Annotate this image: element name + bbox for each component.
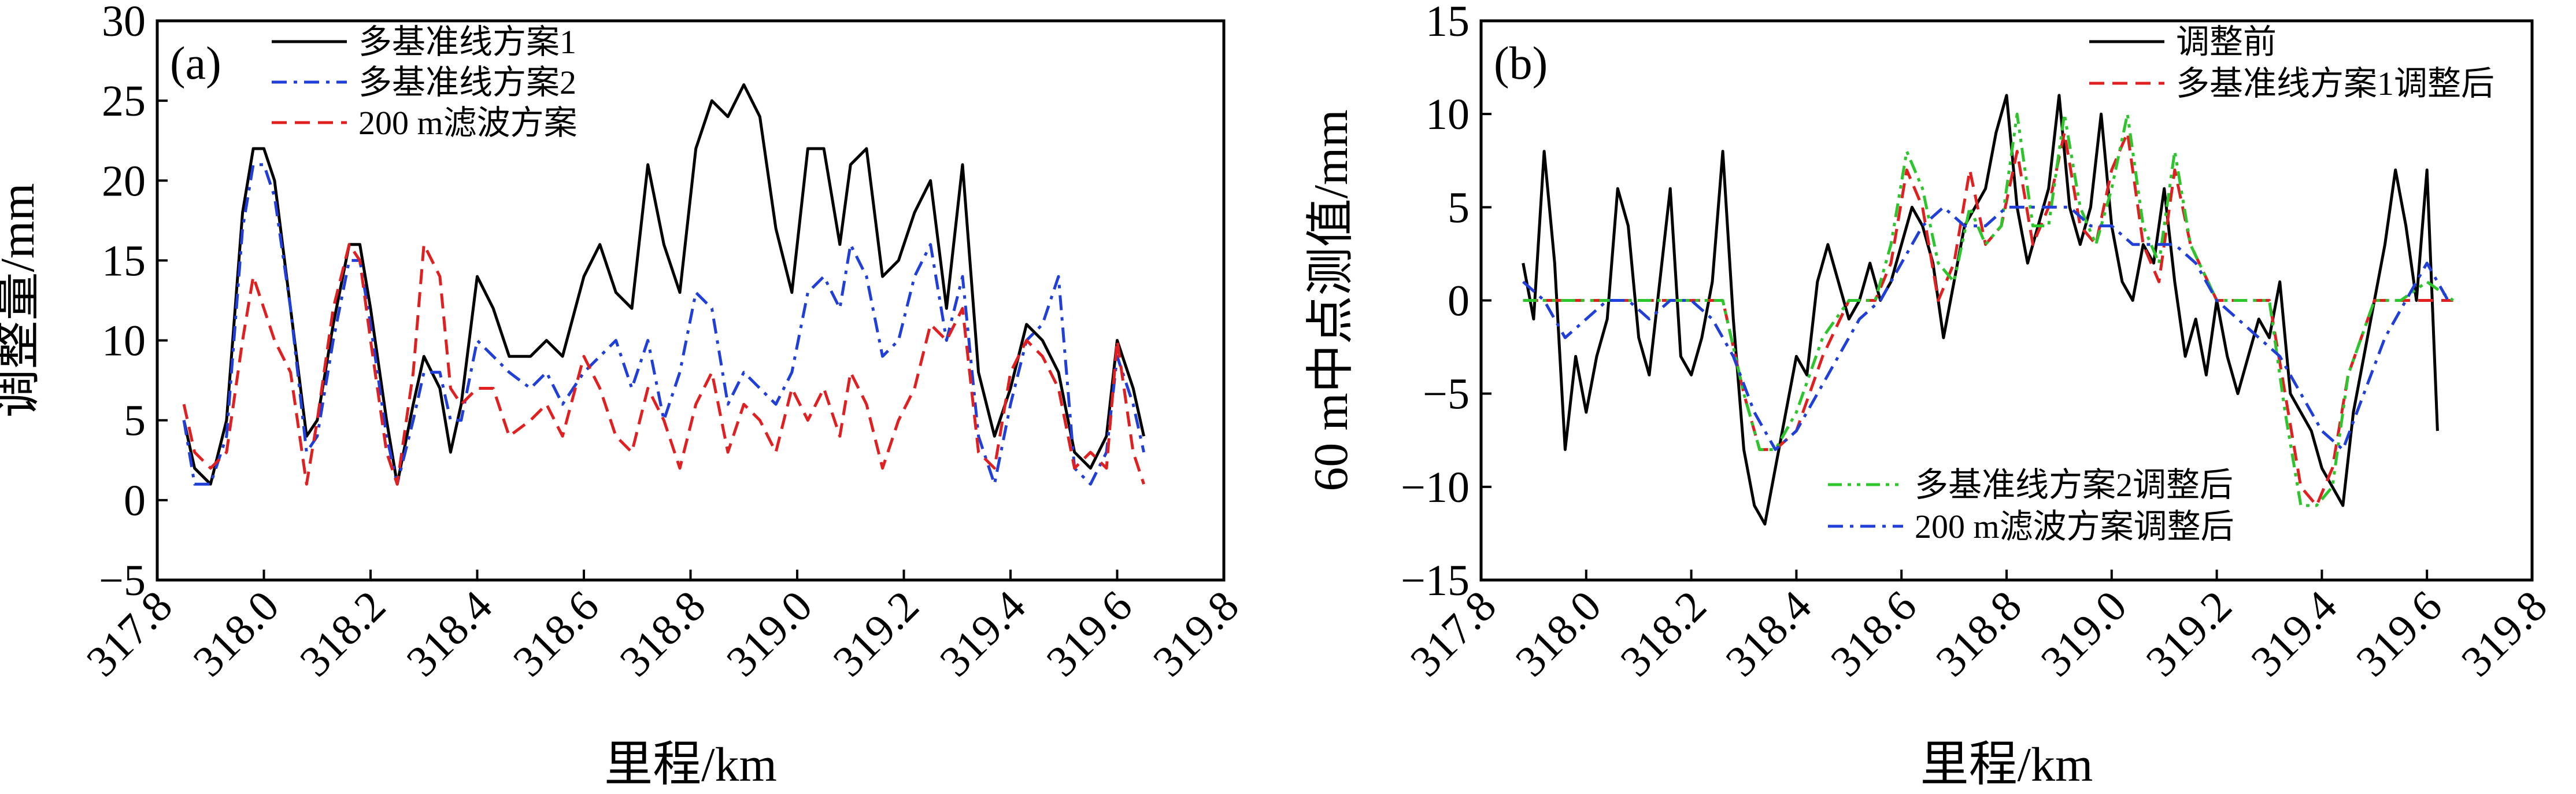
- panel-label: (a): [170, 38, 221, 89]
- x-tick-label: 319.0: [717, 582, 821, 686]
- x-tick-label: 318.4: [397, 582, 501, 686]
- legend-label: 200 m滤波方案: [358, 104, 578, 142]
- y-tick-label: −5: [1423, 370, 1470, 419]
- plot-area: [182, 83, 1146, 486]
- x-tick-label: 318.4: [1716, 582, 1820, 686]
- series-line-1: [182, 83, 1146, 486]
- legend-label: 多基准线方案1: [358, 23, 576, 61]
- y-tick-label: −15: [1401, 556, 1470, 605]
- x-tick-label: 319.4: [931, 582, 1035, 686]
- legend-label: 多基准线方案2: [358, 64, 576, 101]
- x-tick-label: 319.8: [2452, 582, 2556, 686]
- x-tick-label: 318.0: [184, 582, 288, 686]
- x-tick-label: 319.6: [1037, 582, 1141, 686]
- y-tick-label: 5: [124, 397, 146, 445]
- y-tick-label: 10: [102, 317, 146, 365]
- series-line-2: [1523, 131, 2453, 507]
- y-tick-label: 25: [102, 77, 146, 125]
- y-tick-label: 0: [124, 477, 146, 525]
- series-line-3: [1523, 112, 2455, 507]
- y-tick-label: 10: [1426, 90, 1470, 139]
- legend-label: 调整前: [2176, 23, 2277, 61]
- series-line-4: [1522, 205, 2449, 451]
- legend-label: 多基准线方案1调整后: [2176, 65, 2494, 102]
- x-tick-label: 318.8: [610, 582, 715, 686]
- series-line-1: [1522, 94, 2439, 526]
- y-tick-label: 15: [1426, 0, 1470, 46]
- panel-a: 317.8 318.0 318.2 318.4 318.6 318.8 319.0 319.2…: [0, 0, 1248, 792]
- legend-label: 多基准线方案2调整后: [1915, 466, 2233, 504]
- x-tick-label: 319.4: [2242, 582, 2346, 686]
- x-tick-label: 319.8: [1144, 582, 1248, 686]
- legend: 多基准线方案2调整后 200 m滤波方案调整后: [1828, 466, 2234, 545]
- y-tick-label: −5: [99, 556, 146, 605]
- x-axis-title: 里程/km: [604, 738, 777, 791]
- y-tick-label: 15: [102, 237, 146, 285]
- x-axis-title: 里程/km: [1920, 738, 2093, 791]
- plot-area: [1522, 94, 2455, 526]
- x-tick-label: 318.0: [1507, 582, 1611, 686]
- x-tick-label: 319.2: [824, 582, 928, 686]
- y-tick-label: 20: [102, 157, 146, 205]
- y-tick-label: 0: [1448, 277, 1470, 326]
- series-line-2: [182, 163, 1146, 486]
- y-tick-label: −10: [1401, 463, 1470, 512]
- x-tick-label: 318.2: [291, 582, 395, 686]
- x-tick-label: 318.6: [504, 582, 608, 686]
- plot-frame: [156, 19, 1226, 582]
- panel-label: (b): [1494, 38, 1548, 89]
- legend-label: 200 m滤波方案调整后: [1915, 508, 2234, 545]
- series-line-3: [182, 243, 1145, 486]
- x-tick-label: 318.2: [1611, 582, 1715, 686]
- y-axis-title: 调整量/mm: [0, 183, 45, 418]
- x-tick-label: 318.6: [1822, 582, 1926, 686]
- y-tick-label: 30: [102, 0, 146, 46]
- x-tick-label: 319.0: [2032, 582, 2136, 686]
- x-tick-label: 319.2: [2137, 582, 2241, 686]
- x-tick-label: 318.8: [1927, 582, 2031, 686]
- panel-b: 317.8 318.0 318.2 318.4 318.6 318.8 319.0 319.2…: [1304, 0, 2556, 792]
- y-axis-title: 60 m中点测值/mm: [1304, 109, 1358, 491]
- x-tick-label: 319.6: [2347, 582, 2451, 686]
- y-tick-label: 5: [1448, 183, 1470, 232]
